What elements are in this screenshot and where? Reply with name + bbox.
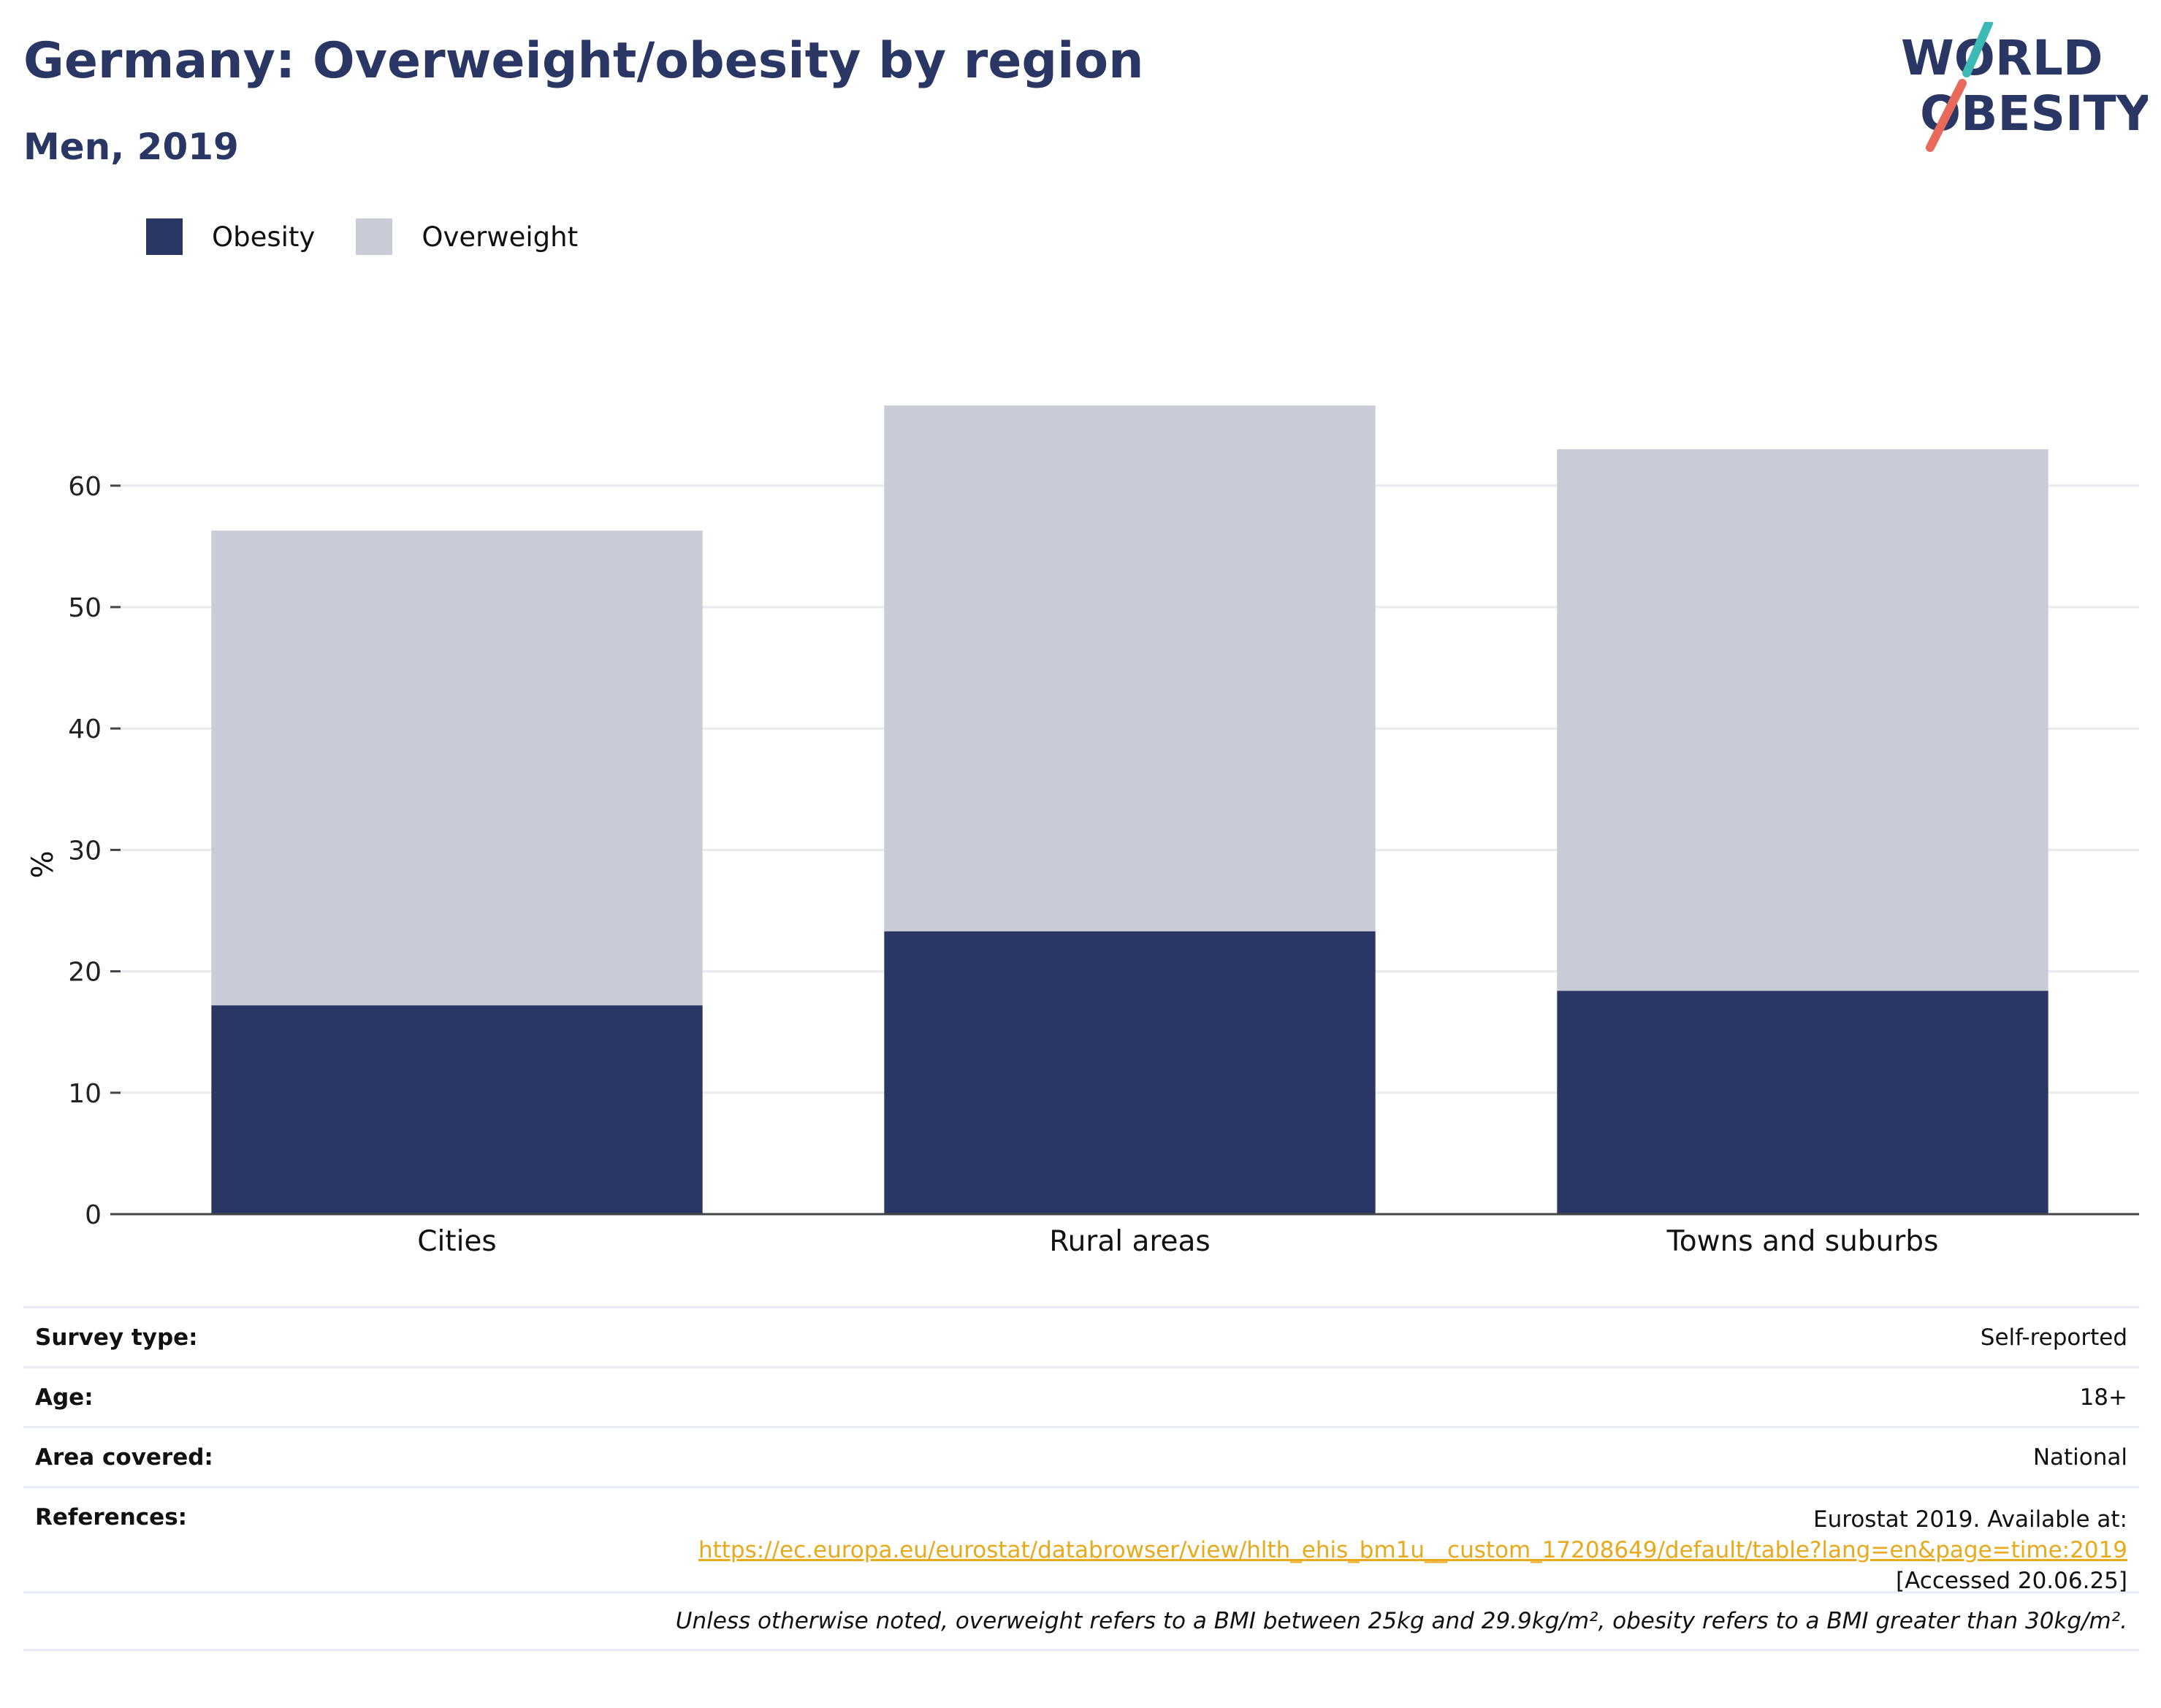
chart-legend: Obesity Overweight: [146, 218, 619, 256]
legend-item-overweight: Overweight: [356, 218, 578, 255]
bar-overweight-towns-and-suburbs: [1557, 449, 2048, 991]
logo-slash-top-icon: [1962, 22, 1993, 77]
logo-line1: WORLD: [1901, 30, 2103, 86]
survey-type-value: Self-reported: [1980, 1324, 2127, 1351]
bars: [211, 405, 2048, 1214]
legend-swatch-overweight: [356, 218, 393, 255]
y-tick-label: 20: [68, 958, 102, 988]
bar-obesity-rural-areas: [884, 931, 1376, 1214]
x-category-label: Cities: [417, 1225, 497, 1258]
info-row-area: Area covered: National: [23, 1426, 2139, 1486]
y-tick-label: 0: [85, 1200, 102, 1230]
references-value: Eurostat 2019. Available at: https://ec.…: [698, 1504, 2127, 1596]
age-value: 18+: [2079, 1384, 2127, 1411]
references-link[interactable]: https://ec.europa.eu/eurostat/databrowse…: [698, 1537, 2127, 1563]
stacked-bar-chart: 0 10 20 30 40 50 60 Cities Rural areas Towns and …: [26, 405, 2139, 1258]
bar-overweight-cities: [211, 530, 703, 1006]
y-tick-label: 10: [68, 1079, 102, 1109]
y-tick-label: 50: [68, 593, 102, 623]
info-table: Survey type: Self-reported Age: 18+ Area…: [23, 1306, 2139, 1651]
info-row-age: Age: 18+: [23, 1366, 2139, 1426]
age-label: Age:: [35, 1384, 94, 1411]
info-row-survey-type: Survey type: Self-reported: [23, 1306, 2139, 1366]
area-label: Area covered:: [35, 1444, 213, 1471]
legend-item-obesity: Obesity: [146, 218, 315, 255]
legend-label-obesity: Obesity: [212, 221, 316, 253]
y-tick-label: 30: [68, 836, 102, 866]
bar-obesity-cities: [211, 1005, 703, 1214]
y-tick-label: 40: [68, 714, 102, 744]
references-line1: Eurostat 2019. Available at:: [1813, 1506, 2127, 1533]
legend-swatch-obesity: [146, 218, 183, 255]
area-value: National: [2032, 1444, 2127, 1471]
bmi-note: Unless otherwise noted, overweight refer…: [675, 1608, 2127, 1634]
bar-overweight-rural-areas: [884, 405, 1376, 931]
world-obesity-logo: WORLD OBESITY: [1901, 22, 2148, 152]
chart-subtitle: Men, 2019: [23, 126, 239, 168]
y-tick-label: 60: [68, 472, 102, 502]
axes: 0 10 20 30 40 50 60 Cities Rural areas Towns and …: [68, 472, 2139, 1258]
bar-obesity-towns-and-suburbs: [1557, 991, 2048, 1214]
x-category-label: Towns and suburbs: [1666, 1225, 1939, 1258]
x-category-label: Rural areas: [1049, 1225, 1211, 1258]
y-axis-label: %: [26, 850, 60, 878]
logo-slash-bottom-icon: [1926, 79, 1967, 152]
references-accessed: [Accessed 20.06.25]: [1896, 1568, 2127, 1594]
legend-label-overweight: Overweight: [422, 221, 579, 253]
survey-type-label: Survey type:: [35, 1324, 198, 1351]
references-label: References:: [35, 1504, 188, 1530]
info-row-references: References: Eurostat 2019. Available at:…: [23, 1486, 2139, 1594]
chart-title: Germany: Overweight/obesity by region: [23, 32, 1144, 90]
info-row-note: Unless otherwise noted, overweight refer…: [23, 1591, 2139, 1651]
